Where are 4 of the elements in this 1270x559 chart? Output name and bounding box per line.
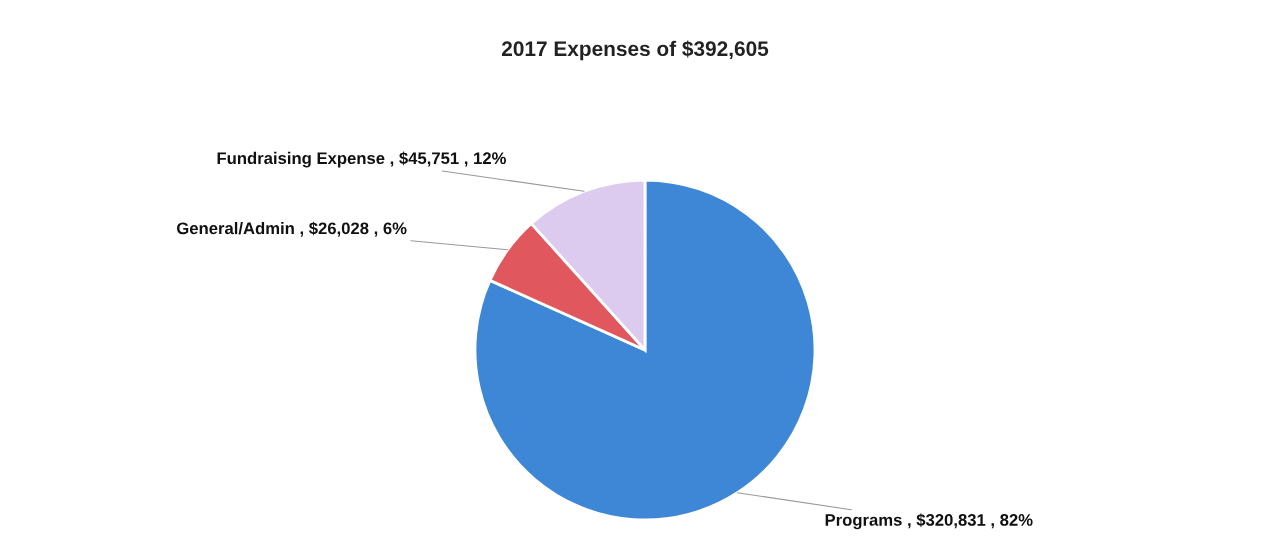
slice-label: General/Admin , $26,028 , 6%	[177, 221, 407, 237]
slice-label: Programs , $320,831 , 82%	[825, 513, 1033, 530]
slice-label: Fundraising Expense , $45,751 , 12%	[217, 151, 506, 168]
chart-title: 2017 Expenses of $392,605	[501, 40, 769, 61]
